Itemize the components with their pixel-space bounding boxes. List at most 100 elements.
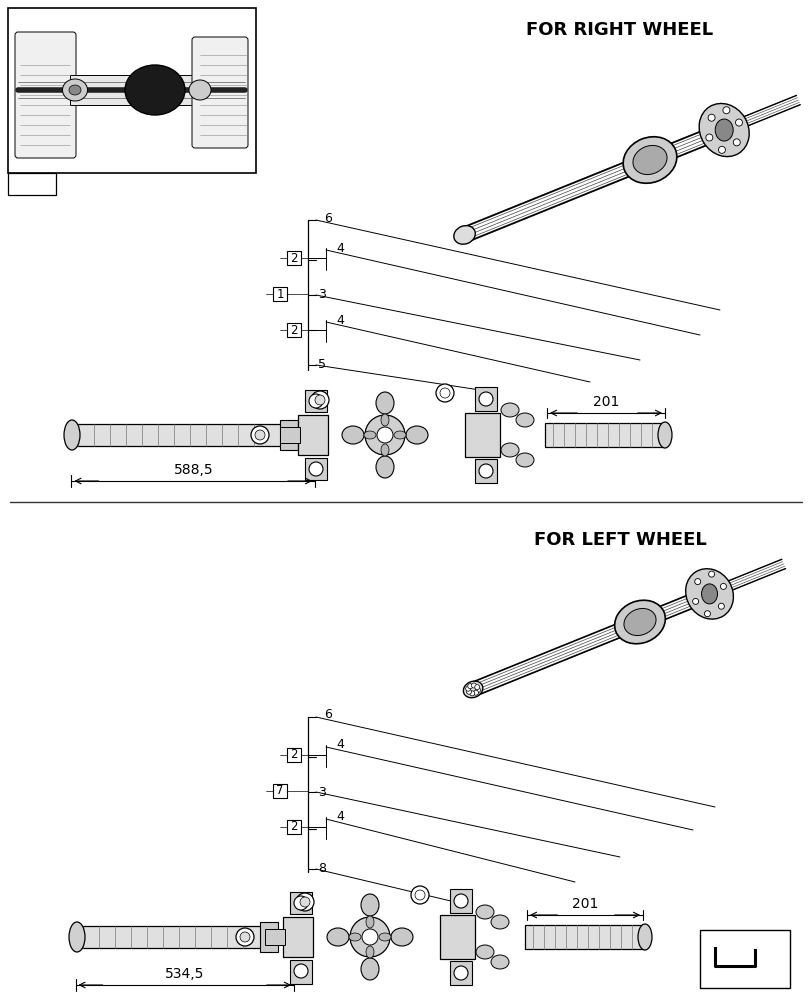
Circle shape: [478, 464, 492, 478]
Bar: [544, 423, 664, 447]
Circle shape: [467, 684, 472, 689]
Circle shape: [236, 928, 254, 946]
Circle shape: [705, 134, 712, 141]
Text: 8: 8: [318, 862, 325, 876]
Bar: [264, 929, 285, 945]
Ellipse shape: [69, 922, 85, 952]
Text: 4: 4: [336, 241, 343, 254]
Bar: [286, 323, 301, 337]
Bar: [699, 930, 789, 988]
Circle shape: [732, 139, 740, 146]
Bar: [305, 458, 327, 480]
Text: 3: 3: [318, 288, 325, 300]
Ellipse shape: [361, 894, 379, 916]
Circle shape: [456, 234, 462, 240]
Ellipse shape: [614, 600, 664, 644]
Circle shape: [294, 896, 307, 910]
Ellipse shape: [714, 119, 732, 141]
Text: 4: 4: [336, 314, 343, 326]
Circle shape: [460, 236, 466, 242]
Ellipse shape: [701, 584, 717, 604]
Text: 201: 201: [592, 395, 619, 409]
Circle shape: [436, 384, 453, 402]
Bar: [449, 889, 471, 913]
Circle shape: [707, 114, 714, 121]
Ellipse shape: [350, 917, 389, 957]
Ellipse shape: [363, 431, 375, 439]
Ellipse shape: [375, 456, 393, 478]
Bar: [286, 748, 301, 762]
Text: 201: 201: [571, 897, 598, 911]
Ellipse shape: [491, 955, 508, 969]
Ellipse shape: [622, 137, 676, 183]
FancyBboxPatch shape: [15, 32, 76, 158]
Circle shape: [466, 686, 470, 691]
Bar: [280, 427, 299, 443]
Circle shape: [299, 897, 310, 907]
Ellipse shape: [125, 65, 185, 115]
Bar: [298, 415, 328, 455]
Bar: [283, 917, 312, 957]
Circle shape: [722, 107, 729, 114]
Ellipse shape: [393, 431, 406, 439]
Ellipse shape: [463, 681, 483, 698]
Circle shape: [455, 231, 461, 237]
Circle shape: [478, 392, 492, 406]
Ellipse shape: [623, 608, 655, 636]
Ellipse shape: [361, 958, 379, 980]
Circle shape: [466, 230, 472, 236]
Circle shape: [474, 685, 479, 690]
Ellipse shape: [475, 905, 493, 919]
Circle shape: [414, 890, 424, 900]
Ellipse shape: [406, 426, 427, 444]
Bar: [290, 892, 311, 914]
Circle shape: [718, 603, 723, 609]
Ellipse shape: [379, 933, 391, 941]
Bar: [272, 784, 286, 798]
Ellipse shape: [64, 420, 80, 450]
Circle shape: [694, 579, 700, 585]
Ellipse shape: [491, 915, 508, 929]
Ellipse shape: [375, 392, 393, 414]
Bar: [8, 8, 255, 173]
Circle shape: [311, 391, 328, 409]
Ellipse shape: [341, 426, 363, 444]
Bar: [465, 413, 500, 457]
Circle shape: [453, 894, 467, 908]
Circle shape: [466, 689, 471, 694]
Circle shape: [467, 233, 473, 239]
Ellipse shape: [475, 945, 493, 959]
Circle shape: [469, 691, 474, 696]
Bar: [280, 420, 298, 450]
Bar: [286, 820, 301, 834]
Bar: [474, 387, 496, 411]
Ellipse shape: [500, 403, 518, 417]
Ellipse shape: [500, 443, 518, 457]
Circle shape: [719, 583, 726, 589]
Text: 6: 6: [324, 708, 332, 722]
Circle shape: [251, 426, 268, 444]
Text: 3: 3: [318, 786, 325, 798]
Text: 1: 1: [276, 288, 283, 300]
Text: 4: 4: [336, 738, 343, 752]
Circle shape: [465, 235, 470, 241]
Ellipse shape: [684, 569, 732, 619]
Text: 6: 6: [324, 212, 332, 225]
Bar: [449, 961, 471, 985]
Bar: [272, 287, 286, 301]
Ellipse shape: [632, 145, 666, 175]
Ellipse shape: [69, 85, 81, 95]
Circle shape: [240, 932, 250, 942]
Bar: [305, 390, 327, 412]
Circle shape: [294, 964, 307, 978]
Ellipse shape: [657, 422, 672, 448]
Bar: [474, 459, 496, 483]
Ellipse shape: [189, 80, 211, 100]
Circle shape: [255, 430, 264, 440]
Text: 2: 2: [290, 251, 298, 264]
Text: 2: 2: [290, 324, 298, 336]
Ellipse shape: [515, 413, 534, 427]
Circle shape: [457, 229, 464, 235]
Text: 2: 2: [290, 748, 298, 762]
Circle shape: [362, 929, 378, 945]
